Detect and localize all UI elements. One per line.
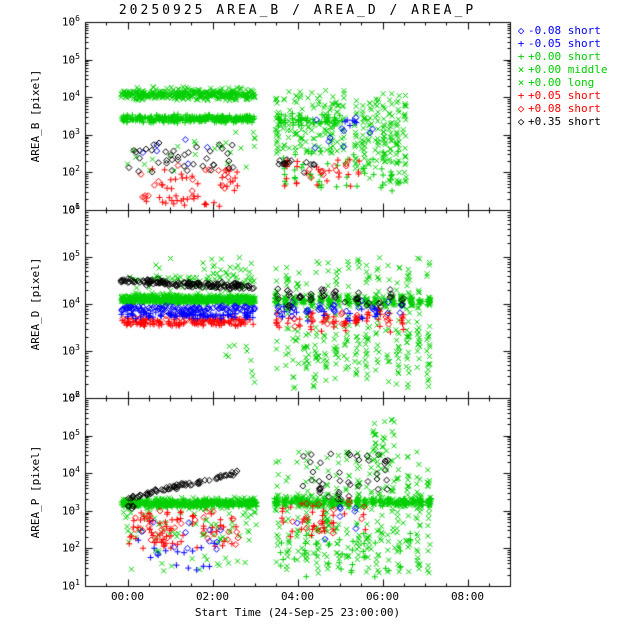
y-tick-label: 105 bbox=[61, 51, 80, 67]
legend-item: × +0.00 long bbox=[514, 76, 607, 89]
legend-label: +0.00 short bbox=[528, 50, 601, 63]
legend-item: + +0.00 short bbox=[514, 50, 607, 63]
legend: ◇ -0.08 short + -0.05 short + +0.00 short × +0.… bbox=[514, 24, 608, 128]
y-tick-label: 101 bbox=[61, 202, 80, 217]
y-tick-label: 106 bbox=[61, 202, 80, 217]
plus-symbol-icon: + bbox=[517, 89, 525, 102]
cross-symbol-icon: × bbox=[517, 76, 525, 89]
legend-item: + +0.05 short bbox=[514, 89, 607, 102]
legend-item: ◇ +0.35 short bbox=[514, 115, 607, 128]
plot-title: 20250925 AREA_B / AREA_D / AREA_P bbox=[118, 3, 477, 18]
diamond-symbol-icon: ◇ bbox=[517, 102, 525, 115]
x-axis-label: Start Time (24-Sep-25 23:00:00) bbox=[194, 606, 401, 619]
diamond-symbol-icon: ◇ bbox=[517, 115, 525, 128]
y-tick-label: 105 bbox=[61, 249, 80, 264]
y-tick-label: 104 bbox=[61, 465, 80, 480]
legend-label: +0.05 short bbox=[528, 89, 601, 102]
legend-label: -0.05 short bbox=[528, 37, 601, 50]
x-tick-label: 00:00 bbox=[110, 590, 145, 603]
x-tick-label: 04:00 bbox=[280, 590, 315, 603]
y-tick-label: 103 bbox=[61, 126, 80, 142]
legend-item: × +0.00 middle bbox=[514, 63, 608, 76]
y-tick-label: 104 bbox=[61, 296, 80, 311]
legend-label: +0.00 middle bbox=[528, 63, 608, 76]
legend-label: +0.35 short bbox=[528, 115, 601, 128]
y-tick-label: 103 bbox=[61, 502, 80, 518]
y-tick-label: 103 bbox=[61, 343, 80, 358]
cross-symbol-icon: × bbox=[517, 63, 525, 76]
y-tick-label: 106 bbox=[61, 14, 80, 29]
y-tick-label: 104 bbox=[61, 89, 80, 104]
x-tick-label: 06:00 bbox=[365, 590, 400, 603]
y-tick-label: 106 bbox=[61, 390, 80, 405]
legend-label: +0.00 long bbox=[528, 76, 595, 89]
y-tick-label: 101 bbox=[61, 578, 80, 593]
y-tick-label: 102 bbox=[61, 540, 80, 556]
legend-label: -0.08 short bbox=[528, 24, 601, 37]
y-axis-label-area-p: AREA_P [pixel] bbox=[29, 445, 42, 539]
y-tick-label: 105 bbox=[61, 427, 80, 443]
x-tick-label: 02:00 bbox=[195, 590, 230, 603]
legend-item: ◇ +0.08 short bbox=[514, 102, 607, 115]
legend-item: + -0.05 short bbox=[514, 37, 607, 50]
legend-label: +0.08 short bbox=[528, 102, 601, 115]
y-tick-label: 102 bbox=[61, 390, 80, 405]
plus-symbol-icon: + bbox=[517, 50, 525, 63]
diamond-symbol-icon: ◇ bbox=[517, 24, 525, 37]
plus-symbol-icon: + bbox=[517, 37, 525, 50]
legend-item: ◇ -0.08 short bbox=[514, 24, 607, 37]
y-axis-label-area-b: AREA_B [pixel] bbox=[29, 69, 42, 163]
x-tick-label: 08:00 bbox=[450, 590, 485, 603]
y-tick-label: 102 bbox=[61, 164, 80, 180]
y-axis-label-area-d: AREA_D [pixel] bbox=[29, 257, 42, 351]
